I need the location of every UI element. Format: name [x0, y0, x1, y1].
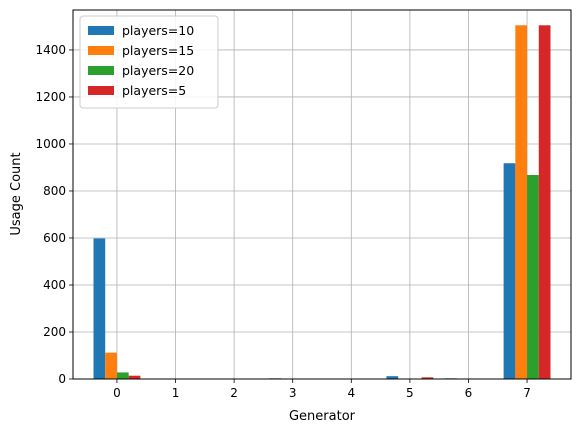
bar-players-10-gen-0 — [94, 238, 106, 379]
y-tick-label: 1400 — [35, 43, 66, 57]
x-tick-label: 3 — [289, 386, 297, 400]
legend-label: players=10 — [122, 23, 194, 38]
x-tick-label: 5 — [406, 386, 414, 400]
x-tick-label: 7 — [523, 386, 531, 400]
bar-players-10-gen-7 — [504, 163, 516, 379]
x-tick-label: 4 — [347, 386, 355, 400]
legend-label: players=20 — [122, 63, 194, 78]
bar-players-20-gen-0 — [117, 372, 129, 379]
legend-label: players=5 — [122, 83, 186, 98]
legend-swatch — [88, 66, 114, 75]
y-tick-label: 200 — [43, 325, 66, 339]
bar-players-15-gen-7 — [515, 25, 527, 379]
legend-swatch — [88, 46, 114, 55]
x-tick-label: 2 — [230, 386, 238, 400]
x-axis-label: Generator — [289, 409, 356, 424]
y-tick-label: 1000 — [35, 137, 66, 151]
bar-players-20-gen-7 — [527, 175, 539, 379]
x-tick-label: 0 — [113, 386, 121, 400]
y-axis-label: Usage Count — [9, 152, 24, 235]
y-tick-label: 800 — [43, 184, 66, 198]
bar-players-15-gen-0 — [105, 353, 117, 379]
legend-swatch — [88, 26, 114, 35]
x-tick-label: 6 — [465, 386, 473, 400]
y-tick-label: 0 — [58, 372, 66, 386]
y-tick-label: 400 — [43, 278, 66, 292]
y-tick-label: 600 — [43, 231, 66, 245]
x-tick-label: 1 — [172, 386, 180, 400]
legend: players=10 players=15 players=20 players=5 — [80, 16, 218, 108]
legend-swatch — [88, 86, 114, 95]
bar-players-5-gen-7 — [539, 25, 551, 379]
y-tick-label: 1200 — [35, 90, 66, 104]
legend-label: players=15 — [122, 43, 194, 58]
